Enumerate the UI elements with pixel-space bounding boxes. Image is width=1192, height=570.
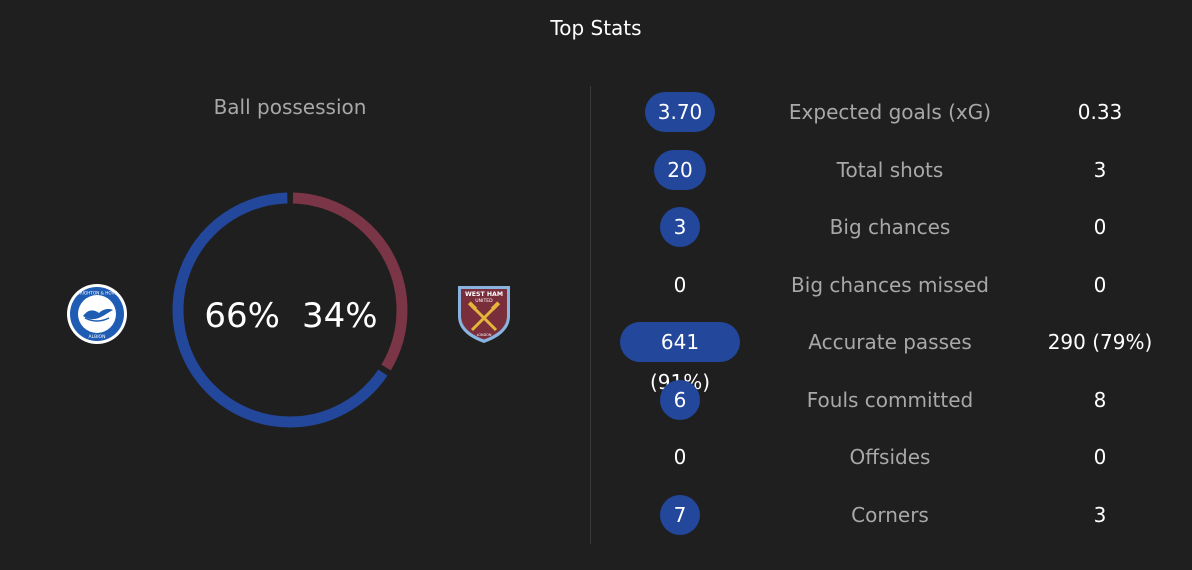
stat-home-cell: 6	[620, 379, 740, 420]
stat-home-value: 20	[654, 149, 706, 190]
stat-row: 3 Big chances 0	[600, 207, 1192, 247]
stat-name: Fouls committed	[806, 387, 974, 412]
stat-home-value: 6	[660, 379, 700, 420]
stat-name: Accurate passes	[808, 330, 972, 354]
column-divider	[590, 86, 591, 544]
stat-home-cell: 3	[620, 207, 740, 247]
stat-home-cell: 641 (91%)	[620, 322, 740, 394]
stat-home-value: 641 (91%)	[620, 322, 740, 394]
stat-away-value: 0	[1093, 215, 1107, 239]
stat-row: 3.70 Expected goals (xG) 0.33	[600, 92, 1192, 132]
stat-home-cell: 3.70	[620, 92, 740, 132]
stat-row: 7 Corners 3	[600, 494, 1192, 535]
stat-row: 20 Total shots 3	[600, 149, 1192, 190]
possession-home-arc	[172, 192, 408, 428]
home-crest-bottom-text: ALBION	[89, 334, 106, 340]
away-crest-top-text: WEST HAM	[465, 291, 503, 298]
stat-away-value: 3	[1093, 157, 1107, 182]
stat-row: 641 (91%) Accurate passes 290 (79%)	[600, 322, 1192, 394]
stat-row: 0 Offsides 0	[600, 437, 1192, 477]
west-ham-crest-icon[interactable]: WEST HAM UNITED LONDON	[452, 282, 516, 346]
home-crest-top-text: BRIGHTON & HOVE	[77, 291, 118, 296]
stat-row: 6 Fouls committed 8	[600, 379, 1192, 420]
stat-name: Expected goals (xG)	[788, 100, 992, 124]
stat-home-cell: 7	[620, 494, 740, 535]
stat-home-value: 7	[660, 494, 700, 535]
brighton-crest-icon[interactable]: BRIGHTON & HOVE ALBION	[65, 282, 129, 346]
home-possession-value: 66%	[204, 296, 280, 336]
stat-row: 0 Big chances missed 0	[600, 265, 1192, 305]
stat-home-value: 3.70	[644, 92, 716, 132]
section-title: Top Stats	[550, 16, 642, 40]
stat-home-value: 3	[660, 207, 700, 247]
stat-home-cell: 0	[620, 437, 740, 477]
stat-away-value: 0	[1093, 445, 1107, 469]
stat-away-value: 0.33	[1077, 100, 1123, 124]
away-crest-bottom-text: LONDON	[477, 333, 492, 337]
stat-name: Big chances missed	[791, 272, 989, 297]
possession-away-arc	[172, 192, 408, 428]
stat-name: Total shots	[836, 157, 944, 182]
stat-home-value: 0	[673, 272, 687, 297]
stat-name: Offsides	[849, 445, 931, 469]
stat-name: Big chances	[829, 215, 951, 239]
away-possession-value: 34%	[302, 296, 378, 336]
possession-label: Ball possession	[213, 95, 367, 119]
stat-away-value: 3	[1093, 502, 1107, 527]
stat-away-value: 0	[1093, 272, 1107, 297]
stat-home-cell: 0	[620, 265, 740, 305]
stat-home-value: 0	[673, 445, 687, 469]
stat-home-cell: 20	[620, 149, 740, 190]
away-crest-mid-text: UNITED	[475, 298, 493, 304]
stat-away-value: 8	[1093, 387, 1107, 412]
stat-name: Corners	[851, 502, 929, 527]
possession-donut	[172, 192, 408, 428]
stat-away-value: 290 (79%)	[1047, 330, 1153, 354]
